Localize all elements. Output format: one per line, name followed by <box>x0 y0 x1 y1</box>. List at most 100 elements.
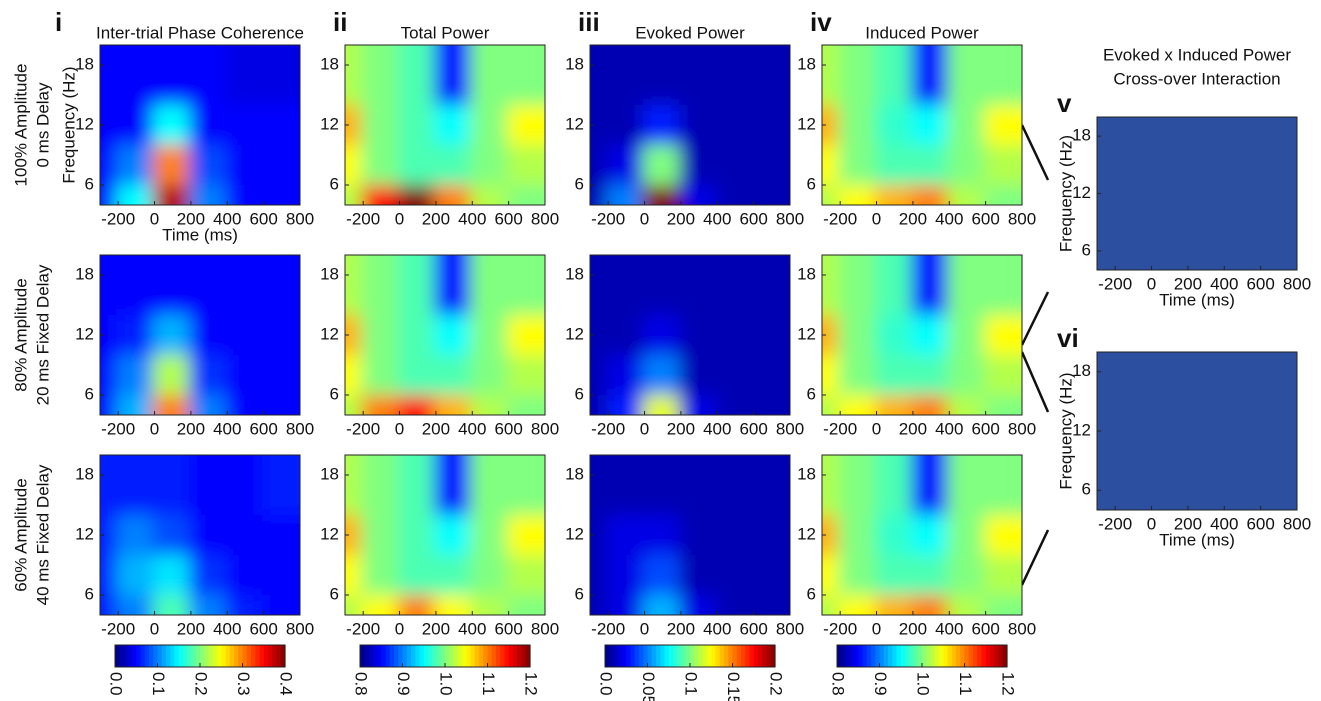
x-tick-label: 800 <box>1283 514 1311 533</box>
x-tick-label: 800 <box>1283 274 1311 293</box>
x-tick-label: 800 <box>776 619 804 638</box>
y-tick-label: 12 <box>1072 183 1091 202</box>
colorbar-segment <box>195 645 201 667</box>
connectors <box>1020 124 1050 586</box>
colorbar-tick-label: 1.0 <box>437 672 456 696</box>
heatmap <box>345 255 545 415</box>
colorbar-segment <box>766 645 772 667</box>
colorbar-segment <box>749 645 755 667</box>
colorbar-segment <box>837 645 842 667</box>
colorbar-segment <box>140 645 146 667</box>
x-tick-label: 400 <box>935 209 963 228</box>
colorbar-segment <box>157 645 163 667</box>
y-tick-label: 12 <box>320 114 339 133</box>
y-tick-label: 12 <box>565 524 584 543</box>
x-tick-label: 800 <box>531 209 559 228</box>
x-tick-label: 200 <box>177 419 205 438</box>
x-tick-label: 600 <box>494 619 522 638</box>
x-tick-label: 400 <box>935 419 963 438</box>
heatmap <box>822 45 1022 205</box>
x-tick-label: 200 <box>667 619 695 638</box>
x-tick-label: 600 <box>249 209 277 228</box>
colorbar-segment <box>479 645 484 667</box>
x-tick-label: 0 <box>640 209 649 228</box>
colorbar-segment <box>917 645 923 667</box>
panel-label: iii <box>578 7 600 37</box>
colorbar-segment <box>905 645 910 667</box>
colorbar-tick-label: 0.2 <box>767 672 786 696</box>
colorbar-segment <box>204 645 210 667</box>
colorbar-segment <box>613 645 619 667</box>
colorbar-tick-label: 1.1 <box>956 672 975 696</box>
colorbar-segment <box>415 645 421 667</box>
heatmap-cells <box>345 255 545 415</box>
colorbar-segment <box>200 645 205 667</box>
colorbar-segment <box>360 645 365 667</box>
colorbar-segment <box>136 645 142 667</box>
colorbar-segment <box>242 645 248 667</box>
x-tick-label: 600 <box>739 619 767 638</box>
y-tick-label: 18 <box>797 464 816 483</box>
y-tick-label: 18 <box>75 464 94 483</box>
x-tick-label: 800 <box>286 209 314 228</box>
heatmap <box>345 45 545 205</box>
colorbar-segment <box>973 645 978 667</box>
heatmap <box>822 255 1022 415</box>
colorbar-segment <box>951 645 957 667</box>
colorbar-segment <box>368 645 374 667</box>
y-tick-label: 18 <box>565 54 584 73</box>
colorbar-segment <box>715 645 721 667</box>
colorbar-segment <box>457 645 463 667</box>
colorbar-segment <box>930 645 936 667</box>
colorbar-segment <box>702 645 708 667</box>
y-tick-label: 12 <box>320 524 339 543</box>
colorbar-segment <box>487 645 493 667</box>
y-tick-label: 6 <box>575 584 584 603</box>
x-tick-label: 200 <box>177 619 205 638</box>
x-tick-label: -200 <box>823 419 857 438</box>
y-tick-label: 6 <box>1082 480 1091 499</box>
colorbar-segment <box>871 645 876 667</box>
colorbar-tick-label: 1.2 <box>522 672 541 696</box>
colorbar-segment <box>698 645 704 667</box>
colorbar-segment <box>225 645 231 667</box>
colorbar-segment <box>259 645 265 667</box>
colorbar-segment <box>187 645 193 667</box>
colorbar-segment <box>634 645 640 667</box>
x-tick-label: -200 <box>1098 514 1132 533</box>
x-tick-label: 800 <box>1008 209 1036 228</box>
colorbar-segment <box>453 645 459 667</box>
heatmap <box>590 455 790 615</box>
row-label: 60% Amplitude <box>11 478 30 591</box>
colorbar-segment <box>998 645 1004 667</box>
colorbar-tick-label: 0.0 <box>107 672 126 696</box>
y-tick-label: 6 <box>85 584 94 603</box>
x-tick-label: 0 <box>395 209 404 228</box>
colorbar-segment <box>770 645 776 667</box>
colorbar-tick-label: 0.2 <box>192 672 211 696</box>
colorbar-segment <box>651 645 657 667</box>
colorbar-segment <box>500 645 506 667</box>
colorbar-segment <box>411 645 416 667</box>
heatmap-cell <box>261 455 300 515</box>
colorbar-segment <box>762 645 768 667</box>
colorbar-segment <box>217 645 222 667</box>
heatmap <box>590 255 790 415</box>
colorbar-segment <box>123 645 129 667</box>
panel-label: vi <box>1057 323 1079 353</box>
colorbar-segment <box>115 645 120 667</box>
y-tick-label: 12 <box>1072 420 1091 439</box>
colorbar-tick-label: 0.0 <box>597 672 616 696</box>
y-tick-label: 18 <box>797 264 816 283</box>
colorbar-segment <box>664 645 670 667</box>
colorbar-segment <box>161 645 167 667</box>
heatmap <box>100 455 300 615</box>
y-tick-label: 6 <box>330 174 339 193</box>
colorbar-segment <box>617 645 623 667</box>
colorbar-segment <box>964 645 970 667</box>
colorbar-segment <box>724 645 729 667</box>
heatmap-cells <box>822 455 1022 615</box>
colorbar-segment <box>263 645 269 667</box>
colorbar-segment <box>364 645 370 667</box>
